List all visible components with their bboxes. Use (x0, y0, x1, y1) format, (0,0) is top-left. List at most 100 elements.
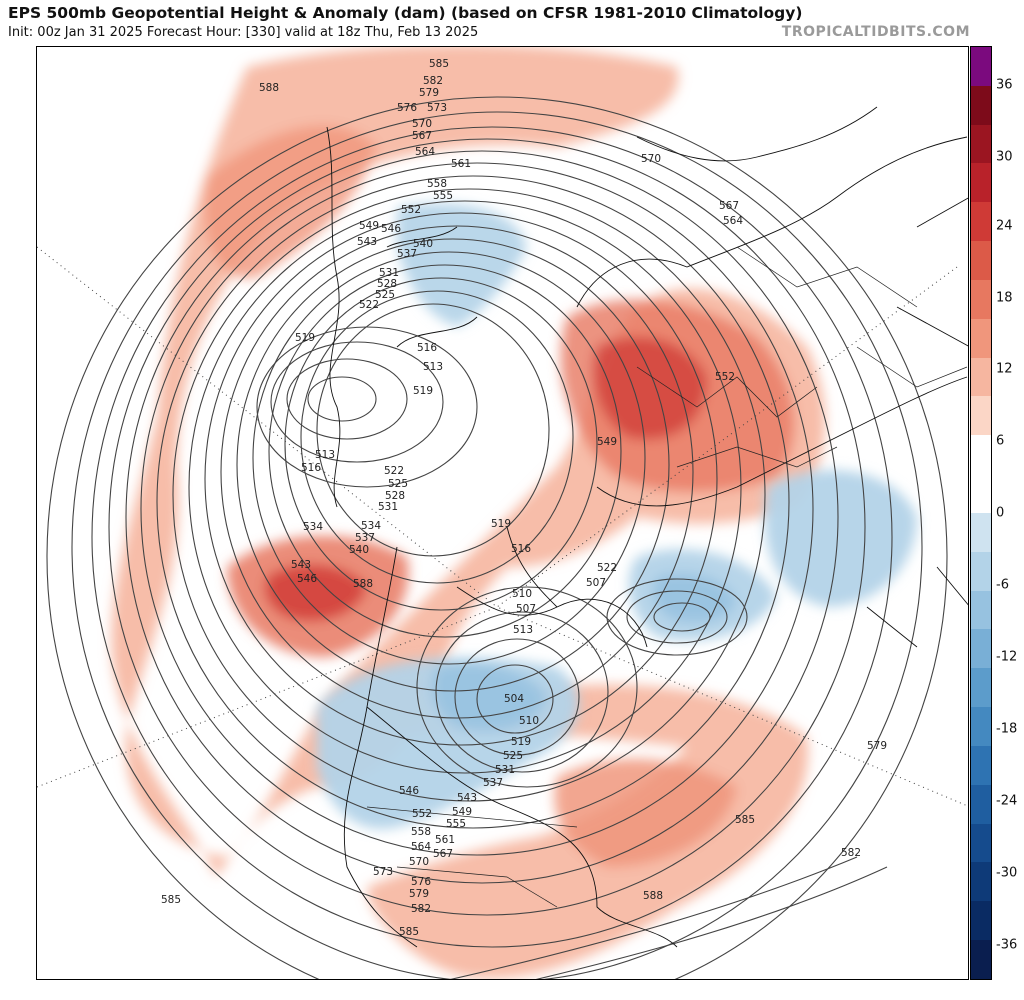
colorbar-segment (971, 551, 991, 591)
contour-label: 531 (379, 267, 399, 279)
contour-label: 546 (381, 223, 401, 235)
contour-label: 558 (427, 178, 447, 190)
contour-label: 516 (417, 342, 437, 354)
map-canvas: 585 582 579 576 573 570 567 564 561 558 … (37, 47, 968, 979)
contour-label: 564 (723, 215, 743, 227)
contour-label: 549 (359, 220, 379, 232)
contour-label: 567 (719, 200, 739, 212)
contour-label: 579 (419, 87, 439, 99)
contour-label: 507 (586, 577, 606, 589)
anomaly-shading-positive (111, 47, 826, 979)
contour-label: 549 (597, 436, 617, 448)
contour-label: 516 (511, 543, 531, 555)
contour-label: 546 (297, 573, 317, 585)
contour-label: 552 (715, 371, 735, 383)
contour-label: 522 (597, 562, 617, 574)
contour-label: 570 (412, 118, 432, 130)
colorbar-label: -30 (996, 865, 1018, 881)
contour-label: 585 (161, 894, 181, 906)
colorbar-segment (971, 668, 991, 708)
colorbar-label: -12 (996, 649, 1018, 665)
contour-label: 588 (353, 578, 373, 590)
contour-label: 555 (433, 190, 453, 202)
contour-label: 543 (291, 559, 311, 571)
contour-label: 504 (504, 693, 524, 705)
colorbar-segment (971, 474, 991, 513)
contour-label: 534 (303, 521, 323, 533)
contour-label: 573 (373, 866, 393, 878)
contour-label: 537 (355, 532, 375, 544)
contour-label: 531 (378, 501, 398, 513)
contour-label: 540 (413, 238, 433, 250)
colorbar-segment (971, 163, 991, 203)
contour-label: 567 (433, 848, 453, 860)
contour-label: 588 (643, 890, 663, 902)
contour-label: 510 (519, 715, 539, 727)
contour-label: 513 (315, 449, 335, 461)
contour-label: 534 (361, 520, 381, 532)
colorbar-label: 0 (996, 505, 1005, 521)
map-subtitle: Init: 00z Jan 31 2025 Forecast Hour: [33… (8, 25, 479, 40)
contour-label: 576 (397, 102, 417, 114)
colorbar-label: -6 (996, 577, 1009, 593)
colorbar-segment (971, 512, 991, 552)
contour-label: 525 (388, 478, 408, 490)
contour-label: 537 (483, 777, 503, 789)
map-panel: 585 582 579 576 573 570 567 564 561 558 … (36, 46, 969, 980)
map-title: EPS 500mb Geopotential Height & Anomaly … (8, 4, 803, 22)
colorbar-segment (971, 784, 991, 824)
contour-label: 564 (411, 841, 431, 853)
contour-label: 582 (841, 847, 861, 859)
contour-label: 543 (457, 792, 477, 804)
contour-label: 531 (495, 764, 515, 776)
colorbar-label: 18 (996, 290, 1013, 306)
colorbar-segment (971, 357, 991, 397)
contour-label: 549 (452, 806, 472, 818)
contour-label: 582 (423, 75, 443, 87)
colorbar-segment (971, 590, 991, 630)
contour-label: 552 (401, 204, 421, 216)
contour-label: 579 (867, 740, 887, 752)
colorbar-segment (971, 85, 991, 125)
contour-label: 588 (259, 82, 279, 94)
contour-label: 516 (301, 462, 321, 474)
contour-label: 585 (399, 926, 419, 938)
colorbar-segment (971, 124, 991, 164)
contour-label: 582 (411, 903, 431, 915)
country-borders (366, 246, 968, 908)
contour-label: 507 (516, 603, 536, 615)
colorbar-segment (971, 435, 991, 475)
contour-label: 528 (385, 490, 405, 502)
contour-label: 561 (451, 158, 471, 170)
contour-label: 570 (641, 153, 661, 165)
contour-label: 519 (413, 385, 433, 397)
contour-label: 570 (409, 856, 429, 868)
colorbar-label: 12 (996, 361, 1013, 377)
contour-label: 573 (427, 102, 447, 114)
colorbar-label: -18 (996, 721, 1018, 737)
contour-label: 579 (409, 888, 429, 900)
colorbar-segment (971, 940, 991, 979)
contour-label: 519 (295, 332, 315, 344)
contour-label: 567 (412, 130, 432, 142)
contour-label: 510 (512, 588, 532, 600)
colorbar-segment (971, 318, 991, 358)
colorbar-segment (971, 396, 991, 436)
colorbar-segment (971, 823, 991, 863)
colorbar-label: -36 (996, 937, 1018, 953)
contour-label: 555 (446, 818, 466, 830)
contour-label: 522 (384, 465, 404, 477)
colorbar-segment (971, 707, 991, 746)
colorbar-label: 36 (996, 77, 1013, 93)
colorbar-segment (971, 629, 991, 669)
brand-watermark[interactable]: TROPICALTIDBITS.COM (781, 24, 970, 40)
colorbar-segment (971, 745, 991, 785)
colorbar-segment (971, 279, 991, 319)
contour-label: 513 (423, 361, 443, 373)
colorbar (970, 46, 992, 980)
colorbar-label: -24 (996, 793, 1018, 809)
colorbar-label: 24 (996, 218, 1013, 234)
contour-label: 519 (511, 736, 531, 748)
colorbar-segment (971, 901, 991, 941)
contour-label: 540 (349, 544, 369, 556)
